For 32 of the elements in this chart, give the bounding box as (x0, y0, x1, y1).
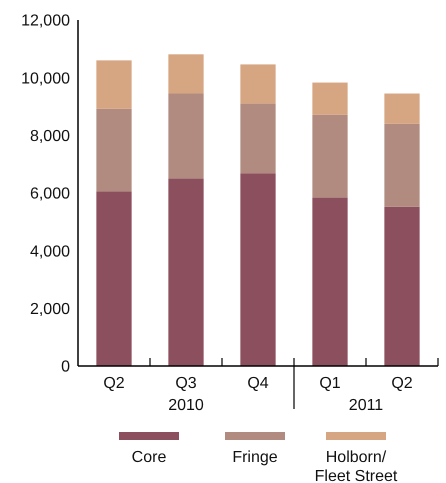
text: 2011 (348, 397, 384, 414)
y-tick-label: 10,000 (21, 70, 70, 88)
text: 2010 (168, 397, 204, 414)
bar (312, 198, 348, 366)
x-tick-label: Q1 (319, 375, 341, 392)
x-tick-label: Q2 (391, 375, 413, 392)
y-tick-label: 0 (61, 358, 70, 376)
y-tick-label: 8,000 (30, 128, 70, 145)
y-tick-label: 2,000 (30, 300, 70, 318)
legend-label: Fringe (232, 449, 278, 466)
bar (384, 124, 420, 207)
legend-label: Core (132, 449, 166, 466)
bar (312, 114, 348, 198)
bar (384, 206, 420, 366)
x-tick-label: Q3 (175, 375, 197, 392)
bar (240, 104, 276, 174)
bar (96, 108, 132, 192)
bar (168, 178, 204, 366)
bar (96, 192, 132, 366)
y-tick-label: 6,000 (30, 186, 70, 203)
x-tick-label: Q4 (247, 375, 269, 392)
bar (96, 60, 132, 109)
y-tick-label: 4,000 (30, 243, 70, 260)
bar (168, 94, 204, 179)
bar (168, 54, 204, 94)
bar (240, 64, 276, 104)
y-tick-label: 12,000 (21, 12, 70, 30)
bar (240, 173, 276, 366)
bar (384, 94, 420, 124)
x-tick-label: Q2 (103, 375, 125, 392)
legend-label: Holborn/ Fleet Street (314, 449, 398, 483)
bar (312, 82, 348, 115)
